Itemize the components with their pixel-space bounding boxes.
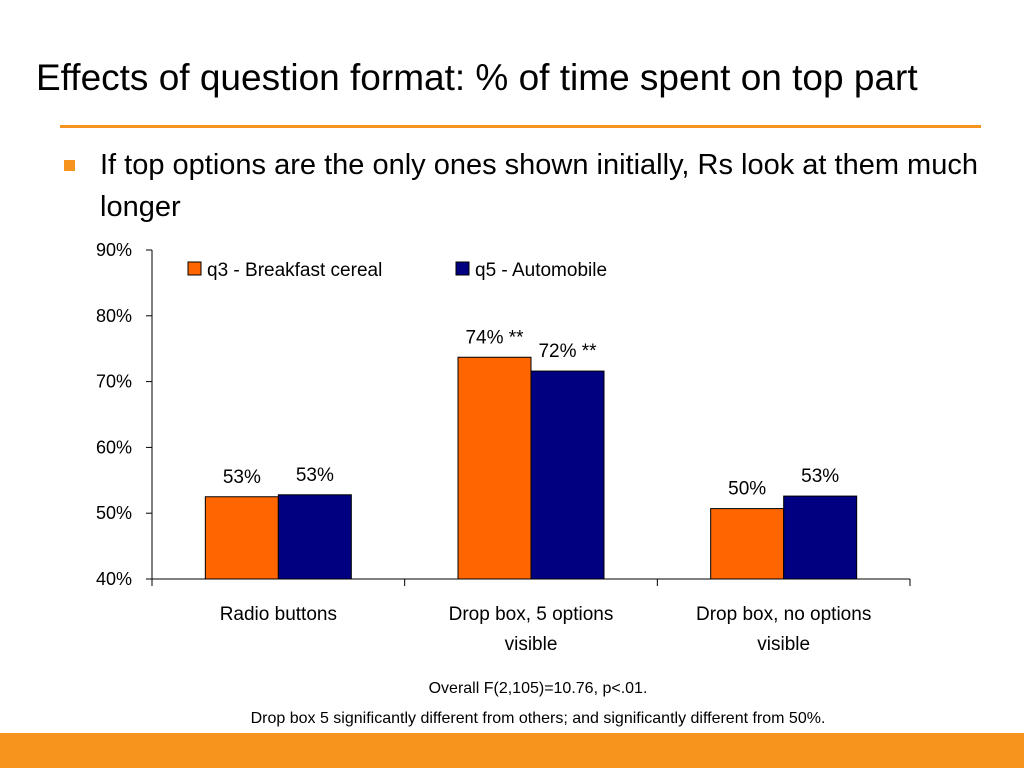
- bar-data-label: 50%: [728, 479, 766, 500]
- bar-chart: 40% 50% 60% 70% 80% 90% 53% 53% Radio buttons 74%…: [96, 240, 911, 655]
- y-tick-label: 70%: [96, 372, 132, 392]
- bar-data-label: 53%: [801, 466, 839, 487]
- x-category-label: Drop box, 5 options: [449, 604, 614, 625]
- footnote-statistic: Overall F(2,105)=10.76, p<.01.: [428, 680, 648, 697]
- y-tick-label: 90%: [96, 240, 132, 260]
- bar: [457, 356, 532, 580]
- x-category-label: Drop box, no options: [696, 604, 871, 625]
- bullet-marker: [64, 160, 75, 171]
- footnote-significance: Drop box 5 significantly different from …: [250, 710, 826, 727]
- x-category-label: visible: [505, 634, 558, 655]
- bar: [783, 495, 858, 580]
- y-tick-label: 50%: [96, 503, 132, 523]
- y-tick-label: 80%: [96, 306, 132, 326]
- footer-bar: [0, 733, 1024, 768]
- bar-data-label: 72% **: [538, 341, 597, 362]
- bar: [710, 508, 785, 580]
- legend-swatch: [187, 261, 202, 276]
- bar-data-label: 53%: [223, 467, 261, 488]
- y-tick-label: 40%: [96, 569, 132, 589]
- bar: [204, 496, 279, 580]
- legend-swatch: [455, 261, 470, 276]
- legend-label: q3 - Breakfast cereal: [207, 260, 382, 281]
- slide-title: Effects of question format: % of time sp…: [36, 57, 918, 98]
- bullet-text: If top options are the only ones shown i…: [100, 149, 978, 223]
- legend-label: q5 - Automobile: [475, 260, 607, 281]
- footnotes: Overall F(2,105)=10.76, p<.01. Drop box …: [0, 674, 1024, 734]
- bar-data-label: 53%: [296, 465, 334, 486]
- bar-data-label: 74% **: [465, 327, 524, 348]
- title-rule: [60, 125, 981, 128]
- x-category-label: visible: [757, 634, 810, 655]
- bar: [530, 370, 605, 580]
- y-tick-label: 60%: [96, 437, 132, 457]
- x-category-label: Radio buttons: [220, 604, 337, 625]
- bar: [277, 494, 352, 580]
